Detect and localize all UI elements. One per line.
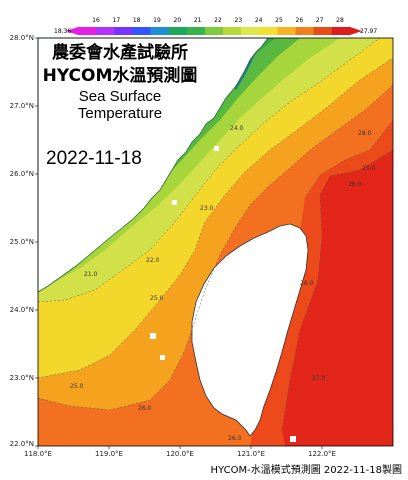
contour-label: 24.0 [230, 125, 244, 132]
penghu-island [150, 333, 156, 339]
colorbar-left-arrow [66, 27, 78, 35]
colorbar-max-label: 27.97 [360, 28, 377, 35]
orchid-island [290, 436, 296, 442]
colorbar-tick-label: 24 [255, 17, 263, 24]
colorbar-swatch [186, 27, 206, 35]
colorbar-swatch [295, 27, 315, 35]
colorbar-swatch [331, 27, 351, 35]
china-land [37, 37, 269, 293]
title-line-1: 農委會水產試驗所 [52, 43, 188, 63]
contour-label: 25.0 [150, 295, 164, 302]
lon-label: 120.0°E [166, 450, 194, 458]
lon-label: 118.0°E [24, 450, 52, 458]
colorbar-tick-labels: 16 17 18 19 20 21 22 23 24 25 26 27 28 [92, 17, 344, 24]
colorbar-right-arrow [350, 27, 362, 35]
lat-label: 24.0°N [9, 306, 34, 314]
colorbar-swatch [114, 27, 133, 35]
colorbar-swatch [78, 27, 97, 35]
contour-label: 25.0 [362, 165, 376, 172]
colorbar-tick-label: 21 [194, 17, 202, 24]
colorbar-swatch [150, 27, 170, 35]
lat-label: 25.0°N [9, 238, 34, 246]
colorbar-tick-label: 27 [316, 17, 324, 24]
colorbar-tick-label: 23 [235, 17, 243, 24]
colorbar-tick-label: 16 [92, 17, 100, 24]
footer-caption: HYCOM-水溫模式預測圖 2022-11-18製圖 [210, 465, 402, 476]
coastal-island [214, 146, 219, 151]
colorbar-swatch [259, 27, 278, 35]
contour-lines [37, 37, 394, 431]
colorbar-swatch [277, 27, 297, 35]
lon-label: 119.0°E [95, 450, 123, 458]
contour-label: 27.0 [312, 375, 326, 382]
colorbar-min-label: 18.36 [54, 28, 71, 35]
colorbar-tick-label: 20 [174, 17, 182, 24]
colorbar-tick-label: 26 [296, 17, 304, 24]
colorbar-swatch [132, 27, 152, 35]
colorbar-swatch [313, 27, 333, 35]
contour-label: 26.0 [138, 405, 152, 412]
colorbar: 16 17 18 19 20 21 22 23 24 25 26 27 28 18.36 27.97 [54, 17, 377, 35]
colorbar-swatch [96, 27, 115, 35]
contour-label: 26.0 [228, 435, 242, 442]
contour-label: 28.0 [358, 130, 372, 137]
colorbar-swatch [204, 27, 224, 35]
title-line-4: Temperature [77, 105, 163, 122]
lon-label: 121.0°E [237, 450, 265, 458]
colorbar-tick-label: 28 [336, 17, 344, 24]
colorbar-swatch [223, 27, 242, 35]
coastal-island [172, 200, 177, 205]
penghu-island [160, 355, 165, 360]
colorbar-tick-label: 19 [153, 17, 161, 24]
contour-label-group: 28.0 26.0 25.0 24.0 23.0 22.0 21.0 25.0 … [70, 125, 376, 442]
contour-label: 26.0 [300, 280, 314, 287]
colorbar-swatch [241, 27, 260, 35]
colorbar-swatch [168, 27, 188, 35]
lat-label: 27.0°N [9, 102, 34, 110]
colorbar-tick-label: 25 [275, 17, 283, 24]
lat-label: 22.0°N [9, 440, 34, 448]
axis-ticks [35, 37, 323, 449]
lon-label: 122.0°E [308, 450, 336, 458]
lat-label: 26.0°N [9, 170, 34, 178]
colorbar-swatches [66, 27, 362, 35]
contour-label: 22.0 [146, 257, 160, 264]
contour-label: 25.0 [70, 383, 84, 390]
taiwan-land [191, 223, 309, 437]
colorbar-tick-label: 18 [133, 17, 141, 24]
contour-label: 21.0 [84, 271, 98, 278]
contour-label: 26.0 [348, 181, 362, 188]
colorbar-tick-label: 22 [214, 17, 222, 24]
map-title: 農委會水產試驗所 HYCOM水溫預測圖 Sea Surface Temperat… [40, 42, 200, 122]
forecast-date: 2022-11-18 [46, 148, 142, 169]
title-line-3: Sea Surface [78, 88, 162, 105]
colorbar-tick-label: 17 [113, 17, 121, 24]
title-line-2: HYCOM水溫預測圖 [42, 66, 198, 86]
lat-label: 28.0°N [9, 34, 34, 42]
lat-label: 23.0°N [9, 374, 34, 382]
contour-label: 23.0 [200, 205, 214, 212]
